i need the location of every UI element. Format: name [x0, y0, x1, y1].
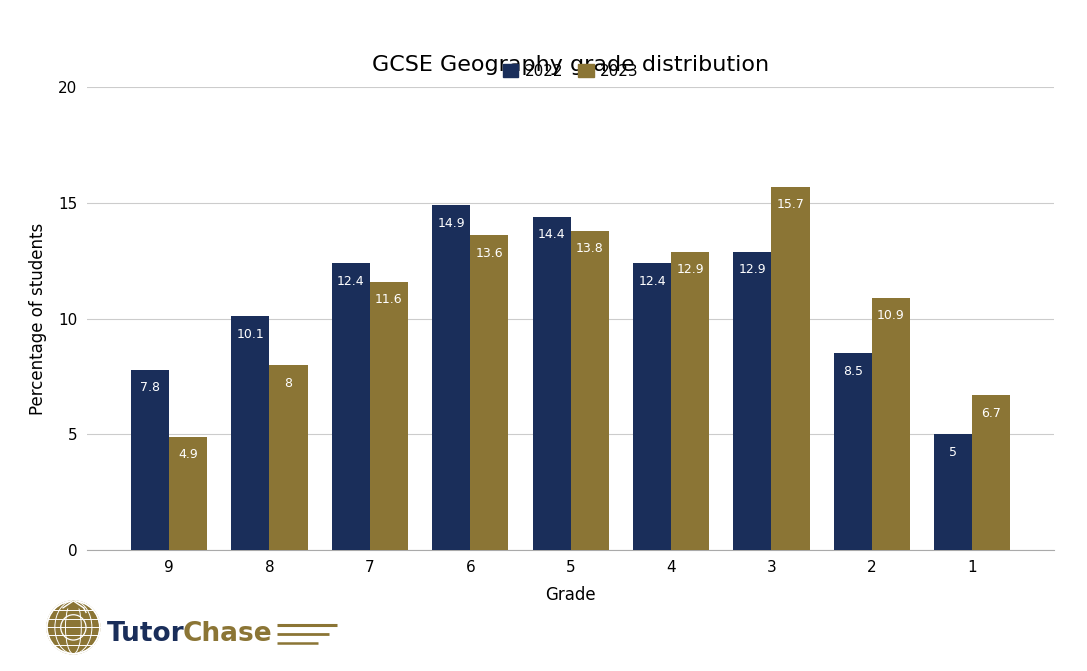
Text: 13.8: 13.8 [576, 242, 603, 256]
X-axis label: Grade: Grade [546, 586, 596, 604]
Title: GCSE Geography grade distribution: GCSE Geography grade distribution [372, 54, 770, 74]
Bar [934, 435, 972, 550]
Bar [370, 282, 408, 550]
Text: 7.8: 7.8 [140, 381, 160, 395]
Bar [834, 354, 872, 550]
Y-axis label: Percentage of students: Percentage of students [29, 223, 47, 415]
Bar [872, 298, 910, 550]
Text: 12.4: 12.4 [638, 274, 666, 288]
Bar [332, 263, 370, 550]
Text: 6.7: 6.7 [982, 407, 1001, 419]
Bar [772, 187, 810, 550]
Text: 15.7: 15.7 [776, 199, 804, 211]
Text: 5: 5 [949, 446, 958, 459]
Text: 12.9: 12.9 [738, 263, 766, 276]
Text: 10.9: 10.9 [877, 309, 904, 323]
Bar [433, 205, 471, 550]
Bar [471, 236, 509, 550]
Text: 14.4: 14.4 [538, 228, 565, 242]
Legend: 2022, 2023: 2022, 2023 [497, 58, 645, 85]
Polygon shape [63, 601, 84, 608]
Text: Tutor: Tutor [107, 621, 184, 647]
Bar [571, 231, 609, 550]
Circle shape [47, 601, 100, 654]
Text: 11.6: 11.6 [375, 293, 403, 306]
Text: 12.9: 12.9 [676, 263, 704, 276]
Text: 14.9: 14.9 [437, 217, 465, 230]
Bar [130, 370, 170, 550]
Text: 4.9: 4.9 [178, 448, 198, 462]
Text: 12.4: 12.4 [337, 274, 364, 288]
Text: 13.6: 13.6 [475, 247, 503, 260]
Bar [170, 437, 208, 550]
Text: Chase: Chase [183, 621, 272, 647]
Bar [972, 395, 1011, 550]
Text: 8.5: 8.5 [842, 365, 863, 378]
Bar [734, 252, 772, 550]
Bar [533, 217, 571, 550]
Text: 8: 8 [285, 376, 292, 390]
Bar [671, 252, 709, 550]
Bar [232, 317, 270, 550]
Text: 10.1: 10.1 [237, 328, 264, 341]
Bar [270, 365, 308, 550]
Bar [633, 263, 671, 550]
